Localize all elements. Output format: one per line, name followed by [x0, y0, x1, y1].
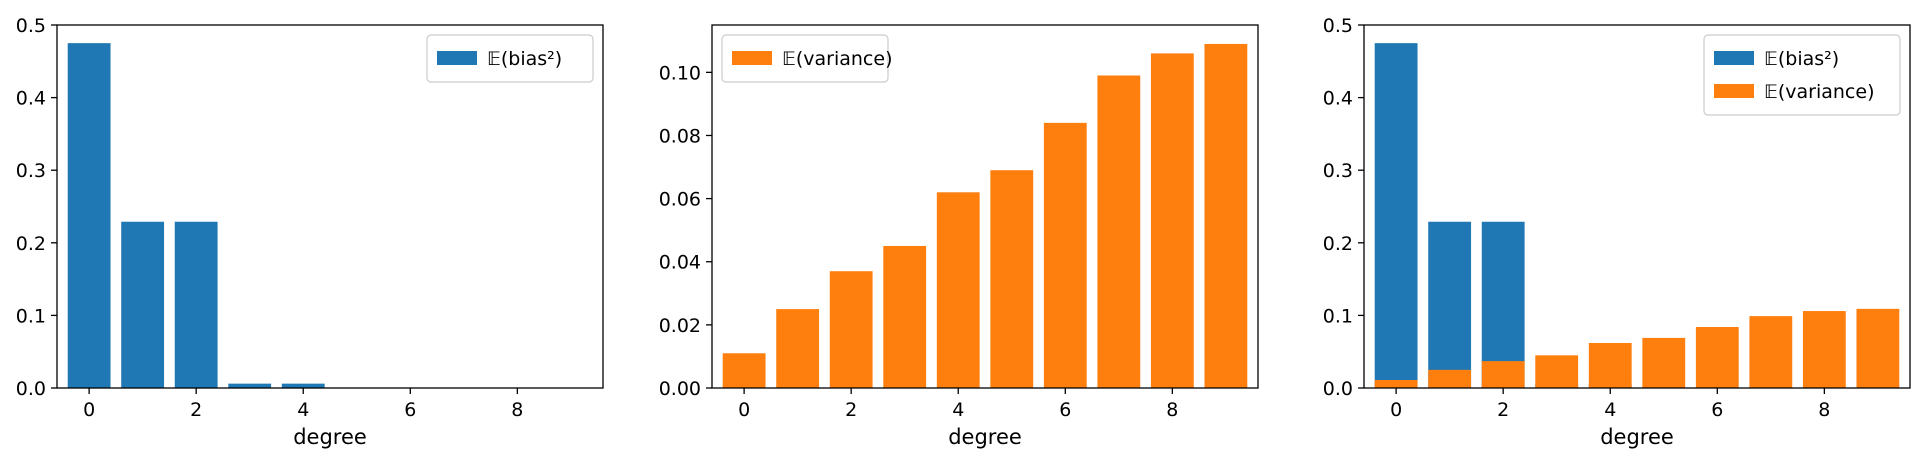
bar-s1-x5: [990, 170, 1033, 388]
bar-s1-x2: [175, 222, 218, 388]
legend-label: 𝔼(bias²): [487, 48, 562, 70]
y-tick-label: 0.5: [1323, 15, 1353, 37]
bar-s1-x3: [228, 384, 271, 388]
x-tick-label: 0: [83, 399, 95, 421]
y-tick-label: 0.3: [1323, 160, 1353, 182]
bar-s2-x5: [1642, 338, 1685, 388]
legend: 𝔼(bias²) 𝔼(variance): [1704, 35, 1900, 115]
legend-frame: [1704, 35, 1900, 115]
y-tick-label: 0.04: [659, 252, 701, 274]
chart-panel-1: 0 2 4 6 8 0.0 0.1 0.2 0.3 0.4 0.5 degree 𝔼(bias²): [16, 15, 603, 449]
bar-s1-x6: [1044, 123, 1087, 388]
legend-swatch: [1714, 84, 1754, 98]
bar-s2-x7: [1749, 316, 1792, 388]
y-tick-label: 0.2: [16, 233, 46, 255]
bar-s1-x1: [776, 309, 819, 388]
bar-s2-x3: [1535, 355, 1578, 388]
x-tick-label: 6: [404, 399, 416, 421]
bar-s2-x9: [1856, 309, 1899, 388]
bar-s1-x8: [1151, 53, 1194, 388]
legend: 𝔼(variance): [722, 35, 892, 82]
x-tick-label: 4: [1604, 399, 1616, 421]
y-tick-label: 0.4: [1323, 88, 1353, 110]
x-tick-label: 8: [1818, 399, 1830, 421]
x-tick-label: 8: [511, 399, 523, 421]
legend-swatch: [437, 51, 477, 65]
y-tick-label: 0.02: [659, 315, 701, 337]
legend-label: 𝔼(variance): [1764, 81, 1874, 103]
bar-s1-x2: [830, 271, 873, 388]
bar-s1-x7: [1097, 76, 1140, 388]
chart-panel-3: 0 2 4 6 8 0.0 0.1 0.2 0.3 0.4 0.5 degree 𝔼(bias²) 𝔼(v…: [1323, 15, 1910, 449]
legend-swatch: [732, 51, 772, 65]
x-tick-label: 2: [190, 399, 202, 421]
x-axis-label: degree: [293, 425, 367, 449]
y-tick-label: 0.0: [16, 378, 46, 400]
x-tick-label: 0: [738, 399, 750, 421]
bar-s1-x9: [1204, 44, 1247, 388]
y-tick-label: 0.10: [659, 62, 701, 84]
x-tick-label: 8: [1166, 399, 1178, 421]
y-tick-label: 0.4: [16, 88, 46, 110]
bar-s1-x4: [937, 192, 980, 388]
x-tick-label: 4: [297, 399, 309, 421]
y-tick-label: 0.0: [1323, 378, 1353, 400]
y-tick-label: 0.3: [16, 160, 46, 182]
chart-panel-2: 0 2 4 6 8 0.00 0.02 0.04 0.06 0.08 0.10 degree 𝔼(var…: [659, 25, 1258, 449]
x-tick-label: 0: [1390, 399, 1402, 421]
x-axis-label: degree: [1600, 425, 1674, 449]
x-tick-label: 6: [1711, 399, 1723, 421]
legend-label: 𝔼(variance): [782, 48, 892, 70]
bar-s2-x1: [1428, 370, 1471, 388]
bar-s2-x2: [1482, 361, 1525, 388]
bar-s1-x4: [282, 384, 325, 388]
legend-swatch: [1714, 51, 1754, 65]
bar-s2-x8: [1803, 311, 1846, 388]
legend-label: 𝔼(bias²): [1764, 48, 1839, 70]
bar-s1-x0: [1375, 43, 1418, 388]
bar-s1-x1: [1428, 222, 1471, 388]
y-tick-label: 0.00: [659, 378, 701, 400]
x-tick-label: 4: [952, 399, 964, 421]
legend: 𝔼(bias²): [427, 35, 593, 82]
x-axis-label: degree: [948, 425, 1022, 449]
bar-s1-x3: [883, 246, 926, 388]
bar-s2-x0: [1375, 380, 1418, 388]
bar-s1-x0: [723, 353, 766, 388]
x-tick-label: 6: [1059, 399, 1071, 421]
y-tick-label: 0.1: [16, 305, 46, 327]
x-tick-label: 2: [1497, 399, 1509, 421]
y-tick-label: 0.08: [659, 125, 701, 147]
bar-s1-x1: [121, 222, 164, 388]
x-tick-label: 2: [845, 399, 857, 421]
y-tick-label: 0.2: [1323, 233, 1353, 255]
bar-s2-x4: [1589, 343, 1632, 388]
bar-s2-x6: [1696, 327, 1739, 388]
y-tick-label: 0.5: [16, 15, 46, 37]
y-tick-label: 0.1: [1323, 305, 1353, 327]
y-tick-label: 0.06: [659, 189, 701, 211]
bar-s1-x0: [68, 43, 111, 388]
